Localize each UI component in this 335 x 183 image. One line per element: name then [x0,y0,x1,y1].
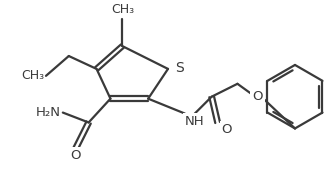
Text: CH₃: CH₃ [111,3,134,16]
Text: O: O [252,90,263,103]
Text: S: S [175,61,184,75]
Text: NH: NH [185,115,204,128]
Text: O: O [70,149,81,162]
Text: H₂N: H₂N [36,106,61,119]
Text: CH₃: CH₃ [21,69,44,82]
Text: O: O [221,124,232,137]
